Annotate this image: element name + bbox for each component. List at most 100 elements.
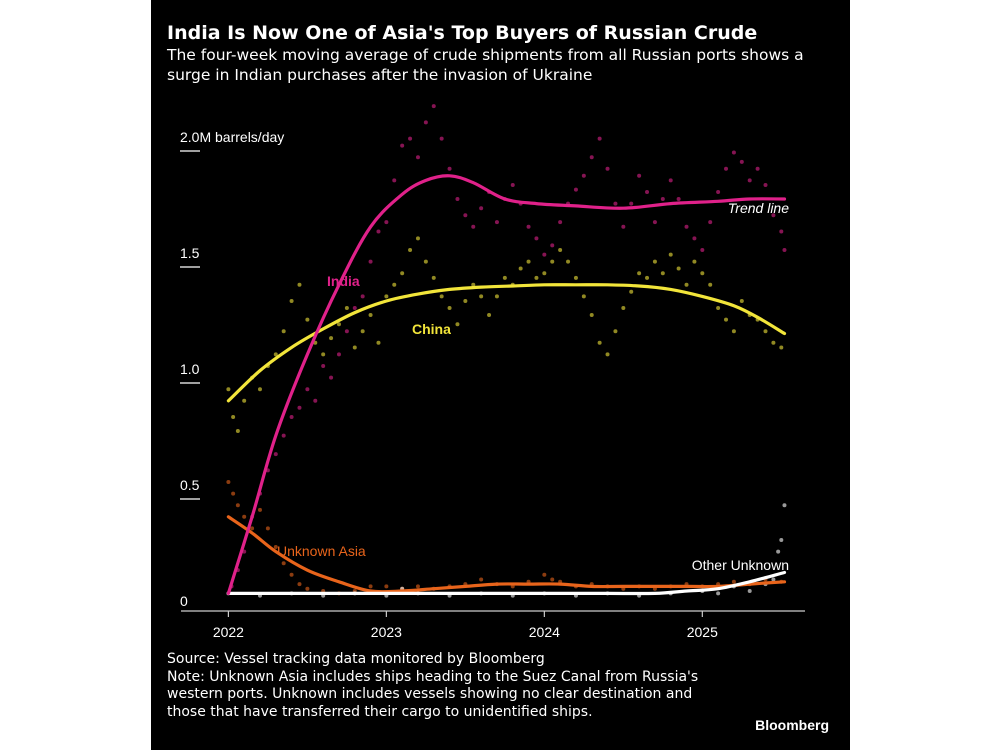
china-point bbox=[273, 352, 278, 357]
india-point bbox=[273, 452, 278, 457]
india-point bbox=[589, 155, 594, 160]
unknown-asia-point bbox=[265, 526, 270, 531]
india-point bbox=[597, 136, 602, 141]
series-labels: India China Unknown Asia Other Unknown Trend… bbox=[277, 200, 789, 573]
india-point bbox=[550, 243, 555, 248]
china-point bbox=[439, 294, 444, 299]
india-point bbox=[360, 294, 365, 299]
china-point bbox=[368, 312, 373, 317]
india-point bbox=[281, 433, 286, 438]
india-point bbox=[494, 220, 499, 225]
india-point bbox=[700, 248, 705, 252]
x-tick-label: 2025 bbox=[687, 624, 718, 640]
china-point bbox=[329, 336, 334, 341]
china-point bbox=[281, 329, 286, 334]
unknown-asia-point bbox=[257, 507, 262, 512]
india-point bbox=[439, 136, 444, 141]
india-point bbox=[534, 236, 539, 241]
unknown-asia-point bbox=[289, 572, 294, 577]
india-point bbox=[739, 159, 744, 164]
india-point bbox=[392, 178, 397, 183]
china-trend-line bbox=[226, 283, 787, 403]
other-unknown-label: Other Unknown bbox=[692, 557, 789, 573]
y-axis: 2.0M barrels/day 1.5 1.0 0.5 0 bbox=[180, 129, 284, 609]
china-point bbox=[652, 259, 657, 264]
china-point bbox=[235, 428, 240, 433]
other-unknown-point bbox=[771, 577, 776, 582]
india-point bbox=[716, 190, 721, 194]
other-unknown-trend-line bbox=[226, 570, 787, 596]
china-point bbox=[558, 248, 563, 252]
china-point bbox=[771, 340, 776, 345]
china-point bbox=[566, 259, 571, 264]
india-point bbox=[782, 248, 787, 252]
china-point bbox=[392, 282, 397, 287]
china-point bbox=[684, 282, 689, 287]
unknown-asia-point bbox=[242, 514, 247, 519]
china-label: China bbox=[412, 321, 451, 337]
china-point bbox=[463, 299, 468, 304]
china-point bbox=[731, 329, 736, 334]
other-unknown-point bbox=[776, 549, 781, 554]
china-point bbox=[645, 275, 650, 280]
india-point bbox=[605, 166, 610, 171]
y-tick-label: 1.5 bbox=[180, 245, 200, 261]
china-point bbox=[763, 329, 768, 334]
china-point bbox=[700, 271, 705, 276]
india-point bbox=[336, 352, 341, 357]
china-point bbox=[415, 236, 420, 241]
china-point bbox=[708, 282, 713, 287]
india-point bbox=[321, 364, 326, 368]
x-tick-label: 2022 bbox=[213, 624, 244, 640]
x-axis: 2022 2023 2024 2025 bbox=[181, 610, 805, 640]
india-point bbox=[289, 415, 294, 420]
china-point bbox=[739, 299, 744, 304]
china-point bbox=[581, 294, 586, 299]
unknown-asia-point bbox=[297, 582, 302, 587]
china-point bbox=[494, 294, 499, 299]
india-point bbox=[471, 224, 476, 229]
y-tick-label: 2.0M barrels/day bbox=[180, 129, 284, 145]
india-point bbox=[305, 387, 310, 392]
china-point bbox=[257, 387, 262, 392]
india-point bbox=[408, 136, 413, 141]
chart-panel: India Is Now One of Asia's Top Buyers of… bbox=[151, 0, 850, 750]
india-point bbox=[763, 183, 768, 188]
unknown-asia-point bbox=[226, 480, 231, 484]
india-point bbox=[558, 220, 563, 225]
india-point bbox=[329, 375, 334, 380]
india-point bbox=[526, 224, 531, 229]
china-point bbox=[668, 252, 673, 257]
y-tick-label: 1.0 bbox=[180, 361, 200, 377]
china-point bbox=[605, 352, 610, 357]
china-point bbox=[321, 352, 326, 357]
china-point bbox=[242, 398, 247, 403]
china-point bbox=[455, 322, 460, 327]
china-point bbox=[423, 259, 428, 264]
india-point bbox=[660, 196, 665, 201]
china-point bbox=[550, 259, 555, 264]
india-point bbox=[637, 173, 642, 178]
china-point bbox=[479, 294, 484, 299]
china-point bbox=[487, 312, 492, 317]
y-tick-label: 0 bbox=[180, 593, 188, 609]
india-trend-line bbox=[226, 174, 787, 595]
india-point bbox=[731, 150, 736, 155]
india-point bbox=[573, 187, 578, 192]
china-point bbox=[589, 312, 594, 317]
china-point bbox=[297, 282, 302, 287]
china-point bbox=[231, 415, 236, 420]
china-point bbox=[542, 271, 547, 276]
unknown-asia-point bbox=[231, 491, 236, 496]
unknown-asia-point bbox=[273, 544, 278, 549]
india-point bbox=[479, 206, 484, 211]
unknown-asia-point bbox=[542, 572, 547, 577]
unknown-asia-point bbox=[250, 526, 255, 531]
china-point bbox=[518, 266, 523, 271]
other-unknown-point bbox=[779, 538, 784, 542]
india-point bbox=[542, 252, 547, 257]
china-point bbox=[613, 329, 618, 334]
india-label: India bbox=[327, 273, 360, 289]
china-point bbox=[629, 289, 634, 294]
india-point bbox=[621, 224, 626, 229]
